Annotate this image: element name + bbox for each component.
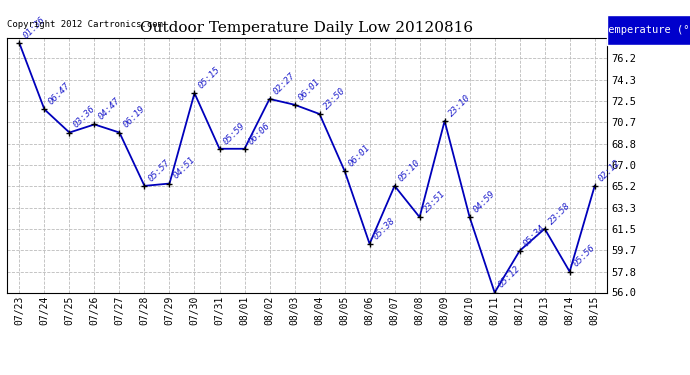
- Text: 23:51: 23:51: [422, 189, 447, 214]
- Text: 05:57: 05:57: [146, 158, 172, 183]
- Text: 05:56: 05:56: [572, 243, 597, 269]
- Text: 06:01: 06:01: [346, 142, 372, 168]
- Text: 23:10: 23:10: [446, 93, 472, 118]
- Text: 02:27: 02:27: [272, 71, 297, 96]
- Text: 04:59: 04:59: [472, 189, 497, 214]
- Text: 05:10: 05:10: [397, 158, 422, 183]
- Text: 04:51: 04:51: [172, 155, 197, 181]
- Text: 04:47: 04:47: [97, 96, 122, 122]
- Text: 01:36: 01:36: [21, 15, 47, 40]
- Text: 05:34: 05:34: [522, 223, 547, 248]
- Text: 06:19: 06:19: [121, 104, 147, 130]
- Text: 02:12: 02:12: [597, 158, 622, 183]
- Text: 06:06: 06:06: [246, 121, 272, 146]
- FancyBboxPatch shape: [607, 15, 690, 45]
- Text: 03:36: 03:36: [72, 104, 97, 130]
- Text: 06:01: 06:01: [297, 76, 322, 102]
- Text: Copyright 2012 Cartronics.com: Copyright 2012 Cartronics.com: [7, 20, 163, 28]
- Text: 05:38: 05:38: [372, 216, 397, 241]
- Text: 05:59: 05:59: [221, 121, 247, 146]
- Text: 06:47: 06:47: [46, 81, 72, 106]
- Text: 05:15: 05:15: [197, 65, 222, 90]
- Text: 23:50: 23:50: [322, 86, 347, 111]
- Text: 05:12: 05:12: [497, 264, 522, 290]
- Title: Outdoor Temperature Daily Low 20120816: Outdoor Temperature Daily Low 20120816: [141, 21, 473, 35]
- Text: 23:58: 23:58: [546, 201, 572, 226]
- Text: Temperature (°F): Temperature (°F): [602, 25, 690, 35]
